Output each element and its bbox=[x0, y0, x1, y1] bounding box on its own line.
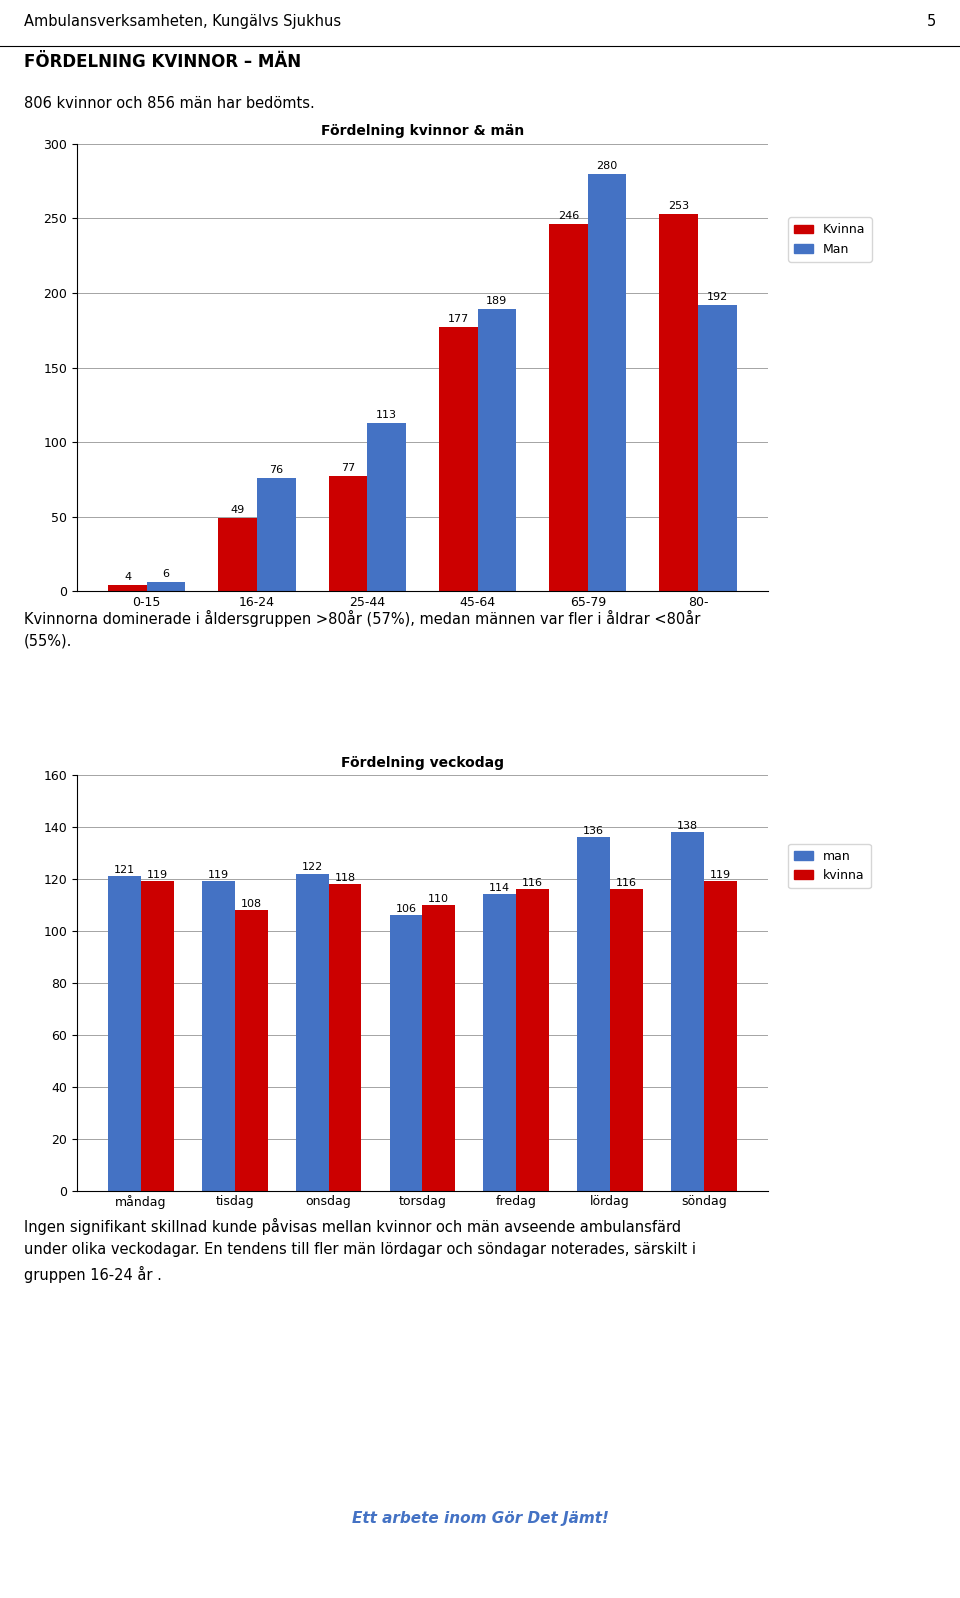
Bar bbox=[484, 895, 516, 1191]
Text: 49: 49 bbox=[230, 505, 245, 515]
Bar bbox=[671, 833, 704, 1191]
Bar bbox=[698, 305, 736, 591]
Text: 189: 189 bbox=[486, 296, 508, 307]
Text: FÖRDELNING KVINNOR – MÄN: FÖRDELNING KVINNOR – MÄN bbox=[24, 53, 301, 70]
Text: 106: 106 bbox=[396, 904, 417, 914]
Bar bbox=[549, 224, 588, 591]
Bar bbox=[257, 478, 296, 591]
Text: 116: 116 bbox=[616, 877, 636, 888]
Bar bbox=[577, 837, 610, 1191]
Bar bbox=[704, 882, 736, 1191]
Bar bbox=[439, 328, 477, 591]
Text: 119: 119 bbox=[147, 871, 168, 880]
Text: 114: 114 bbox=[490, 884, 511, 893]
Bar bbox=[368, 423, 406, 591]
Text: 5: 5 bbox=[926, 14, 936, 29]
Text: 4: 4 bbox=[124, 572, 132, 582]
Text: 119: 119 bbox=[208, 871, 229, 880]
Text: Ingen signifikant skillnad kunde påvisas mellan kvinnor och män avseende ambulan: Ingen signifikant skillnad kunde påvisas… bbox=[24, 1218, 696, 1283]
Bar bbox=[477, 310, 516, 591]
Text: 138: 138 bbox=[677, 821, 698, 831]
Bar bbox=[390, 916, 422, 1191]
Bar bbox=[202, 882, 235, 1191]
Legend: man, kvinna: man, kvinna bbox=[788, 844, 871, 888]
Bar bbox=[422, 904, 455, 1191]
Text: 253: 253 bbox=[668, 201, 689, 211]
Title: Fördelning veckodag: Fördelning veckodag bbox=[341, 756, 504, 770]
Text: 119: 119 bbox=[709, 871, 731, 880]
Bar bbox=[108, 585, 147, 591]
Text: 121: 121 bbox=[114, 865, 135, 876]
Bar bbox=[108, 876, 141, 1191]
Text: 77: 77 bbox=[341, 463, 355, 473]
Text: 108: 108 bbox=[241, 898, 262, 909]
Bar bbox=[516, 888, 549, 1191]
Bar bbox=[235, 909, 268, 1191]
Text: 118: 118 bbox=[334, 873, 355, 882]
Bar bbox=[328, 884, 361, 1191]
Bar bbox=[588, 174, 626, 591]
Text: 136: 136 bbox=[583, 826, 604, 836]
Text: Ett arbete inom Gör Det Jämt!: Ett arbete inom Gör Det Jämt! bbox=[351, 1510, 609, 1526]
Text: Ambulansverksamheten, Kungälvs Sjukhus: Ambulansverksamheten, Kungälvs Sjukhus bbox=[24, 14, 341, 29]
Text: 122: 122 bbox=[301, 863, 323, 873]
Bar bbox=[610, 888, 643, 1191]
Text: 280: 280 bbox=[596, 161, 617, 171]
Legend: Kvinna, Man: Kvinna, Man bbox=[788, 217, 872, 262]
Title: Fördelning kvinnor & män: Fördelning kvinnor & män bbox=[321, 125, 524, 139]
Text: 246: 246 bbox=[558, 211, 579, 222]
Text: 76: 76 bbox=[269, 465, 283, 475]
Text: 110: 110 bbox=[428, 893, 449, 903]
Text: 116: 116 bbox=[522, 877, 543, 888]
Text: 192: 192 bbox=[707, 292, 728, 302]
Bar bbox=[141, 882, 174, 1191]
Bar bbox=[660, 214, 698, 591]
Bar bbox=[147, 582, 185, 591]
Bar bbox=[296, 874, 328, 1191]
Text: 6: 6 bbox=[162, 569, 170, 580]
Text: 806 kvinnor och 856 män har bedömts.: 806 kvinnor och 856 män har bedömts. bbox=[24, 96, 315, 110]
Text: 113: 113 bbox=[376, 409, 397, 420]
Text: 177: 177 bbox=[447, 315, 468, 324]
Bar bbox=[219, 518, 257, 591]
Bar bbox=[328, 476, 368, 591]
Text: Kvinnorna dominerade i åldersgruppen >80år (57%), medan männen var fler i åldrar: Kvinnorna dominerade i åldersgruppen >80… bbox=[24, 610, 701, 649]
